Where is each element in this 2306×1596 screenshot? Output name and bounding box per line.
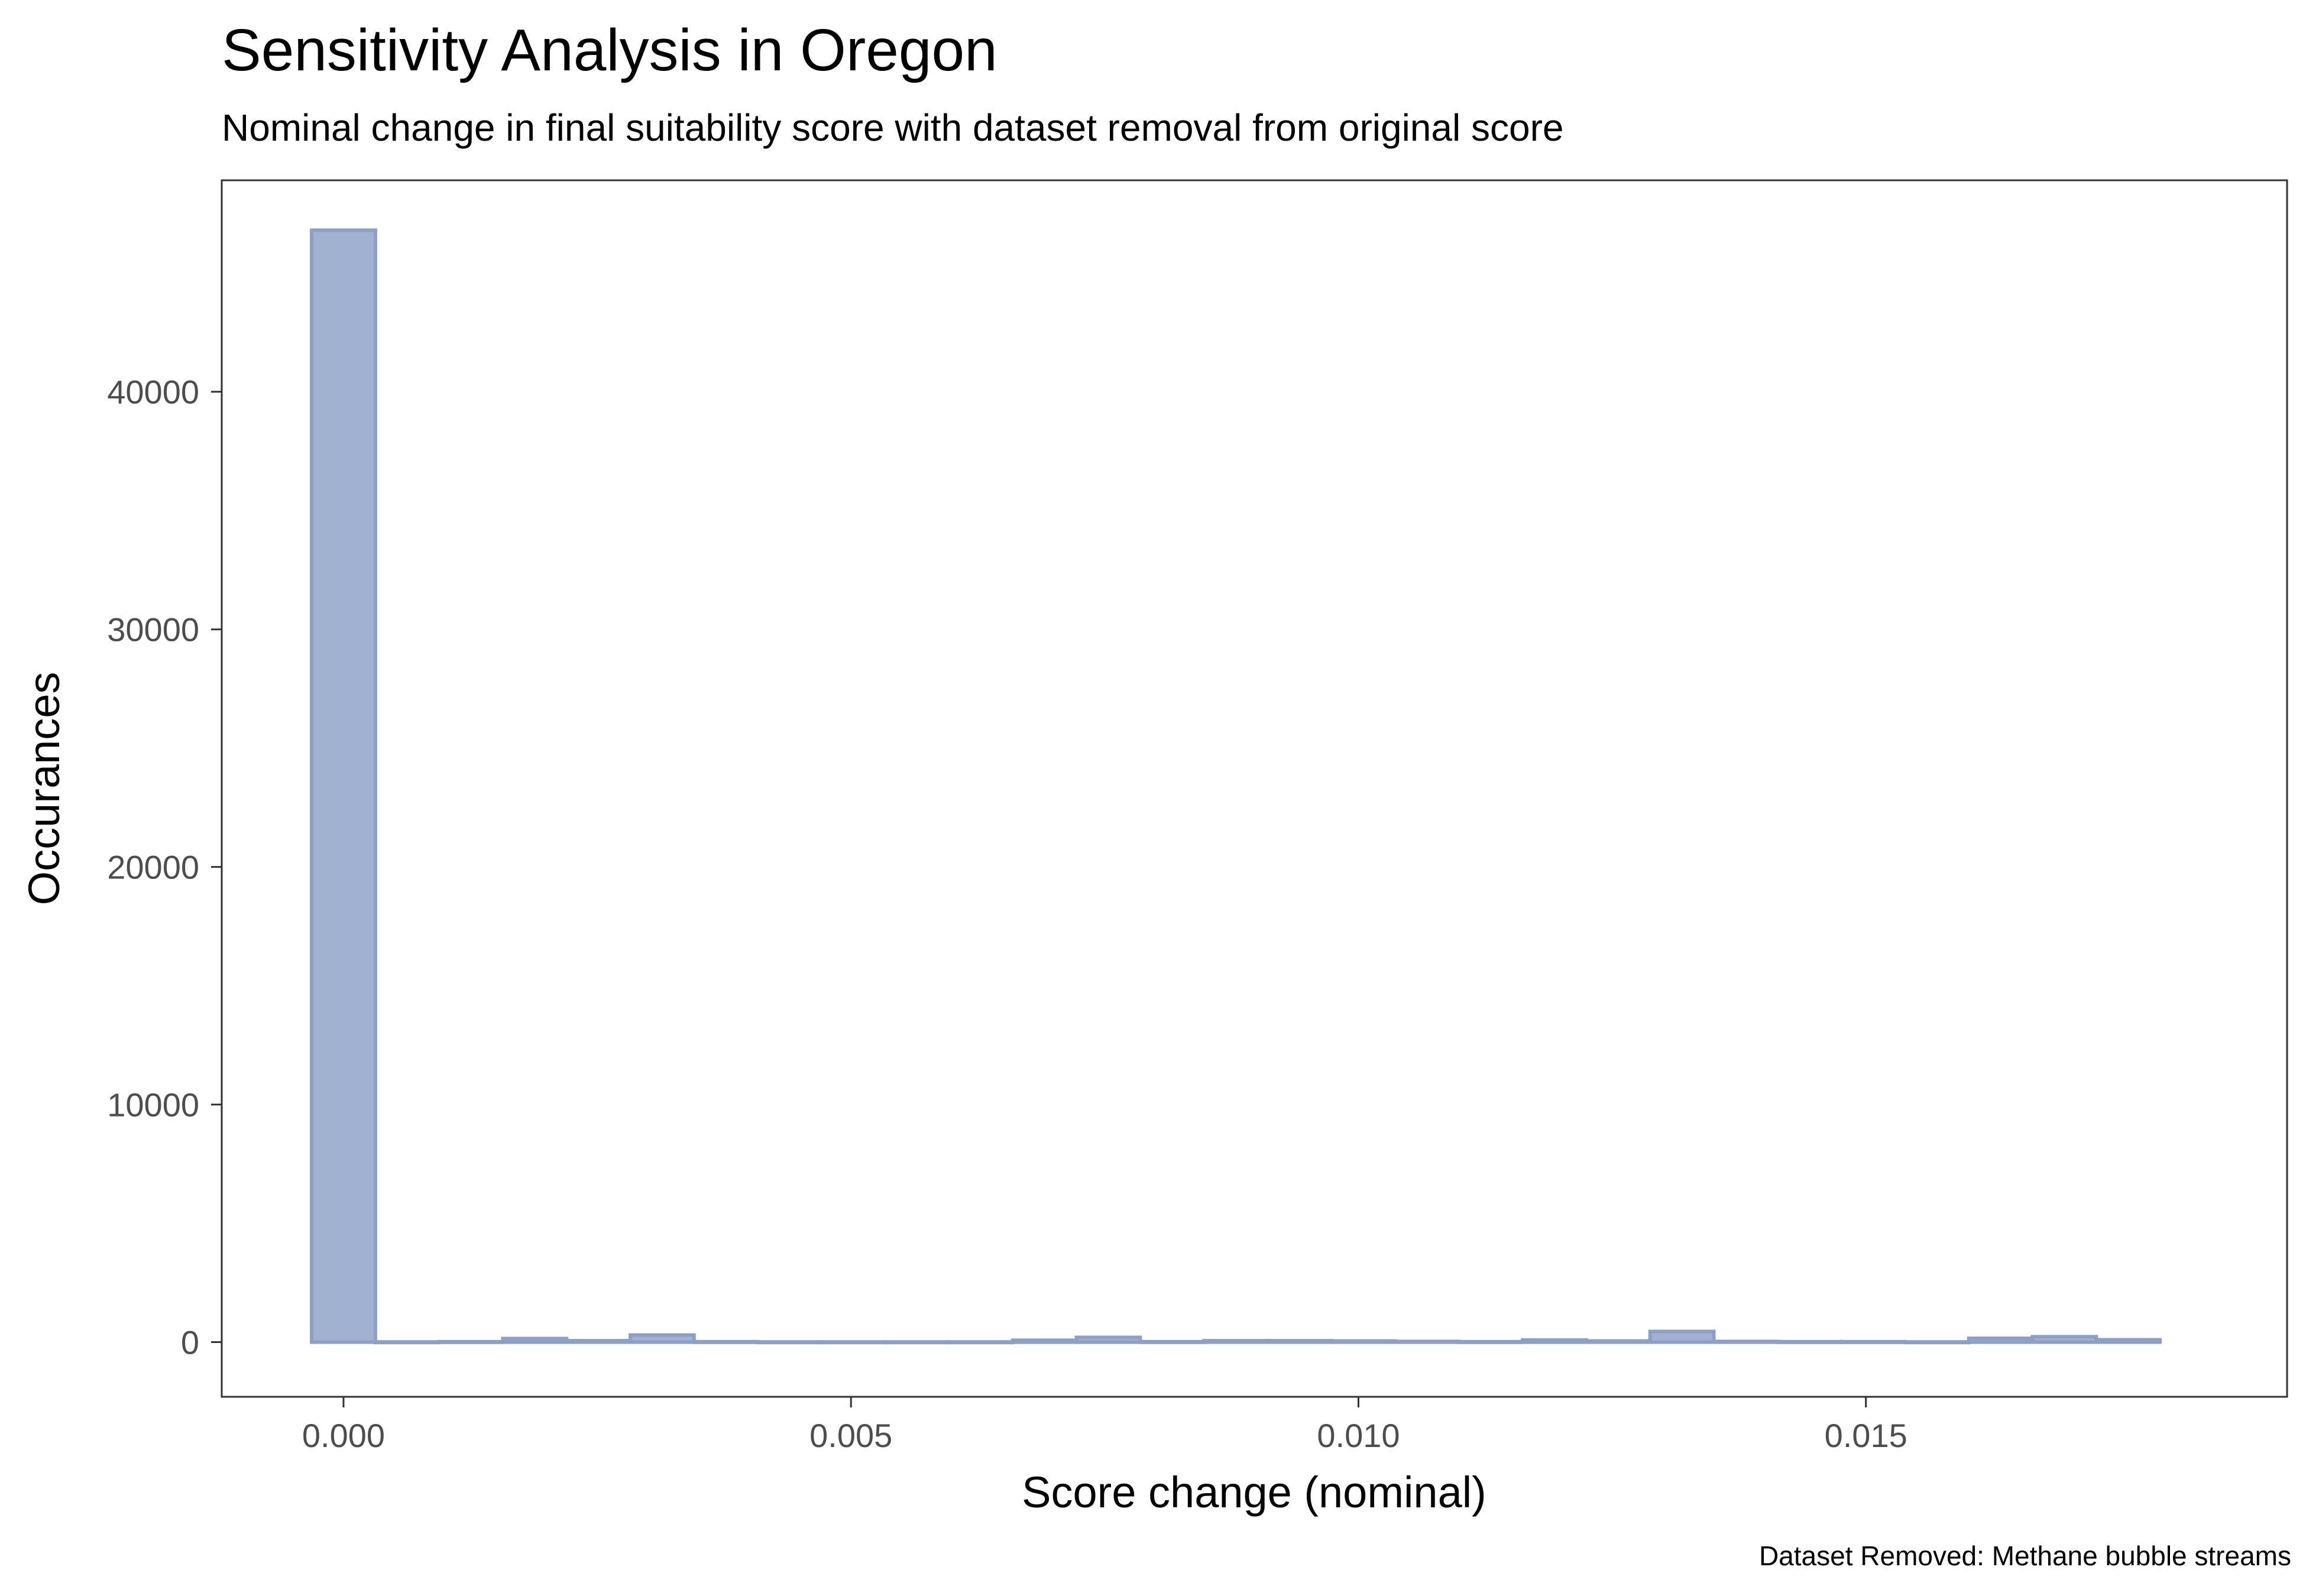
x-tick-label: 0.010 (1317, 1417, 1400, 1454)
histogram-bar (2094, 1338, 2162, 1344)
chart-caption: Dataset Removed: Methane bubble streams (1758, 1540, 2291, 1571)
histogram-bar (1329, 1339, 1397, 1344)
histogram-bar (565, 1339, 633, 1344)
histogram-bar (1265, 1339, 1333, 1344)
plot-panel-border (221, 179, 2288, 1398)
x-tick-label: 0.015 (1825, 1417, 1907, 1454)
histogram-bar (1648, 1329, 1716, 1344)
histogram-bar (310, 228, 377, 1344)
histogram-bar (1967, 1337, 2035, 1344)
y-tick-label: 20000 (107, 849, 199, 886)
bar-group (310, 228, 2162, 1345)
chart-title: Sensitivity Analysis in Oregon (222, 17, 997, 83)
y-tick-label: 30000 (107, 611, 199, 648)
y-tick-label: 0 (181, 1324, 199, 1361)
histogram-bar (1202, 1339, 1269, 1344)
histogram-bar (1011, 1338, 1078, 1344)
y-tick-label: 40000 (107, 374, 199, 411)
y-tick-label: 10000 (107, 1086, 199, 1124)
histogram-bar (1584, 1339, 1652, 1344)
histogram-bar (2030, 1335, 2098, 1344)
x-tick-label: 0.005 (809, 1417, 892, 1454)
x-tick-label: 0.000 (302, 1417, 385, 1454)
histogram-bar (1521, 1338, 1588, 1344)
y-axis: 0 10000 20000 30000 40000 (107, 374, 222, 1361)
histogram-bar (501, 1337, 569, 1344)
y-axis-title: Occurances (20, 672, 69, 906)
x-axis-title: Score change (nominal) (1022, 1468, 1486, 1517)
histogram-bar (1074, 1335, 1142, 1344)
x-axis: 0.000 0.005 0.010 0.015 (302, 1397, 1907, 1454)
histogram-bar (629, 1333, 696, 1344)
chart-subtitle: Nominal change in final suitability scor… (222, 106, 1564, 149)
histogram-bar (1393, 1339, 1461, 1344)
histogram-bar (1712, 1339, 1780, 1344)
